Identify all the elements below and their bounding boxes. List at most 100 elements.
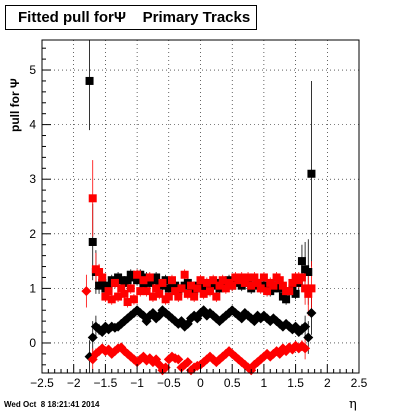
- data-point-square: [240, 278, 249, 287]
- data-point-square: [212, 292, 221, 301]
- data-point-square: [247, 281, 256, 290]
- y-tick-label: 3: [29, 172, 36, 186]
- y-tick-label: 1: [29, 281, 36, 295]
- y-tick-label: 2: [29, 227, 36, 241]
- data-point-square: [297, 257, 306, 266]
- data-point-square: [101, 292, 110, 301]
- x-tick-label: −1.5: [94, 376, 118, 390]
- data-point-square: [123, 276, 132, 285]
- data-point-square: [307, 169, 316, 178]
- data-point-square: [237, 273, 246, 282]
- y-tick-label: 5: [29, 63, 36, 77]
- data-point-square: [183, 289, 192, 298]
- data-point-diamond: [160, 362, 171, 373]
- data-point-square: [186, 281, 195, 290]
- data-point-square: [244, 273, 253, 282]
- chart-title: Fitted pull forΨ Primary Tracks: [18, 9, 251, 26]
- data-point-square: [285, 287, 294, 296]
- data-point-square: [228, 281, 237, 290]
- data-point-square: [269, 281, 278, 290]
- data-point-square: [288, 278, 297, 287]
- data-point-square: [129, 295, 138, 304]
- data-point-square: [174, 292, 183, 301]
- data-point-square: [177, 284, 186, 293]
- data-markers: [81, 76, 317, 376]
- data-point-square: [275, 276, 284, 285]
- data-point-square: [142, 287, 151, 296]
- data-point-square: [199, 289, 208, 298]
- data-point-square: [301, 284, 310, 293]
- data-point-square: [123, 298, 132, 307]
- data-point-square: [202, 278, 211, 287]
- x-tick-label: 1.5: [287, 376, 304, 390]
- x-tick-label: 0.5: [224, 376, 241, 390]
- data-point-square: [133, 276, 142, 285]
- y-axis: 0 1 2 3 4 5: [29, 47, 51, 366]
- x-tick-label: −2: [67, 376, 81, 390]
- data-point-square: [145, 273, 154, 282]
- data-point-square: [164, 292, 173, 301]
- data-point-square: [114, 292, 123, 301]
- data-point-square: [171, 281, 180, 290]
- x-axis-label: η: [349, 397, 357, 412]
- data-point-diamond: [249, 316, 260, 327]
- data-point-diamond: [306, 307, 317, 318]
- data-point-square: [88, 237, 97, 246]
- data-point-square: [136, 287, 145, 296]
- data-point-diamond: [249, 359, 260, 370]
- data-point-diamond: [173, 354, 184, 365]
- data-point-square: [139, 281, 148, 290]
- x-tick-label: 0: [197, 376, 204, 390]
- data-point-diamond: [300, 343, 311, 354]
- data-point-square: [88, 194, 97, 203]
- data-point-diamond: [182, 357, 193, 368]
- data-point-square: [263, 287, 272, 296]
- data-point-square: [250, 273, 259, 282]
- data-point-square: [297, 273, 306, 282]
- data-point-square: [158, 278, 167, 287]
- y-tick-label: 0: [29, 336, 36, 350]
- title-box: Fitted pull forΨ Primary Tracks: [5, 5, 257, 30]
- data-point-square: [180, 270, 189, 279]
- data-point-diamond: [303, 332, 314, 343]
- data-point-diamond: [87, 332, 98, 343]
- date-stamp: Wed Oct 8 18:21:41 2014: [4, 400, 100, 409]
- data-point-square: [253, 278, 262, 287]
- y-tick-label: 4: [29, 118, 36, 132]
- y-axis-label: pull for Ψ: [8, 78, 22, 132]
- x-tick-label: −0.5: [157, 376, 181, 390]
- data-point-diamond: [81, 286, 92, 297]
- data-point-square: [282, 295, 291, 304]
- data-point-square: [85, 76, 94, 85]
- data-point-square: [206, 287, 215, 296]
- data-point-square: [98, 278, 107, 287]
- data-point-square: [215, 281, 224, 290]
- data-point-square: [110, 278, 119, 287]
- x-tick-label: 2.5: [351, 376, 368, 390]
- data-point-square: [98, 273, 107, 282]
- data-point-square: [307, 284, 316, 293]
- x-tick-label: −2.5: [30, 376, 54, 390]
- data-point-square: [152, 284, 161, 293]
- data-point-square: [117, 284, 126, 293]
- data-point-square: [278, 281, 287, 290]
- data-point-square: [304, 268, 313, 277]
- data-point-square: [209, 276, 218, 285]
- data-point-square: [193, 284, 202, 293]
- data-point-square: [107, 295, 116, 304]
- data-point-square: [221, 284, 230, 293]
- data-point-square: [190, 292, 199, 301]
- x-axis: −2.5 −2 −1.5 −1 −0.5 0 0.5 1 1.5 2 2.5: [30, 364, 368, 390]
- data-point-square: [104, 287, 113, 296]
- x-tick-label: 1: [261, 376, 268, 390]
- data-point-square: [167, 276, 176, 285]
- data-point-square: [291, 289, 300, 298]
- data-point-square: [126, 284, 135, 293]
- data-point-square: [133, 270, 142, 279]
- data-point-square: [120, 289, 129, 298]
- data-point-square: [148, 292, 157, 301]
- data-point-square: [104, 281, 113, 290]
- data-point-square: [196, 276, 205, 285]
